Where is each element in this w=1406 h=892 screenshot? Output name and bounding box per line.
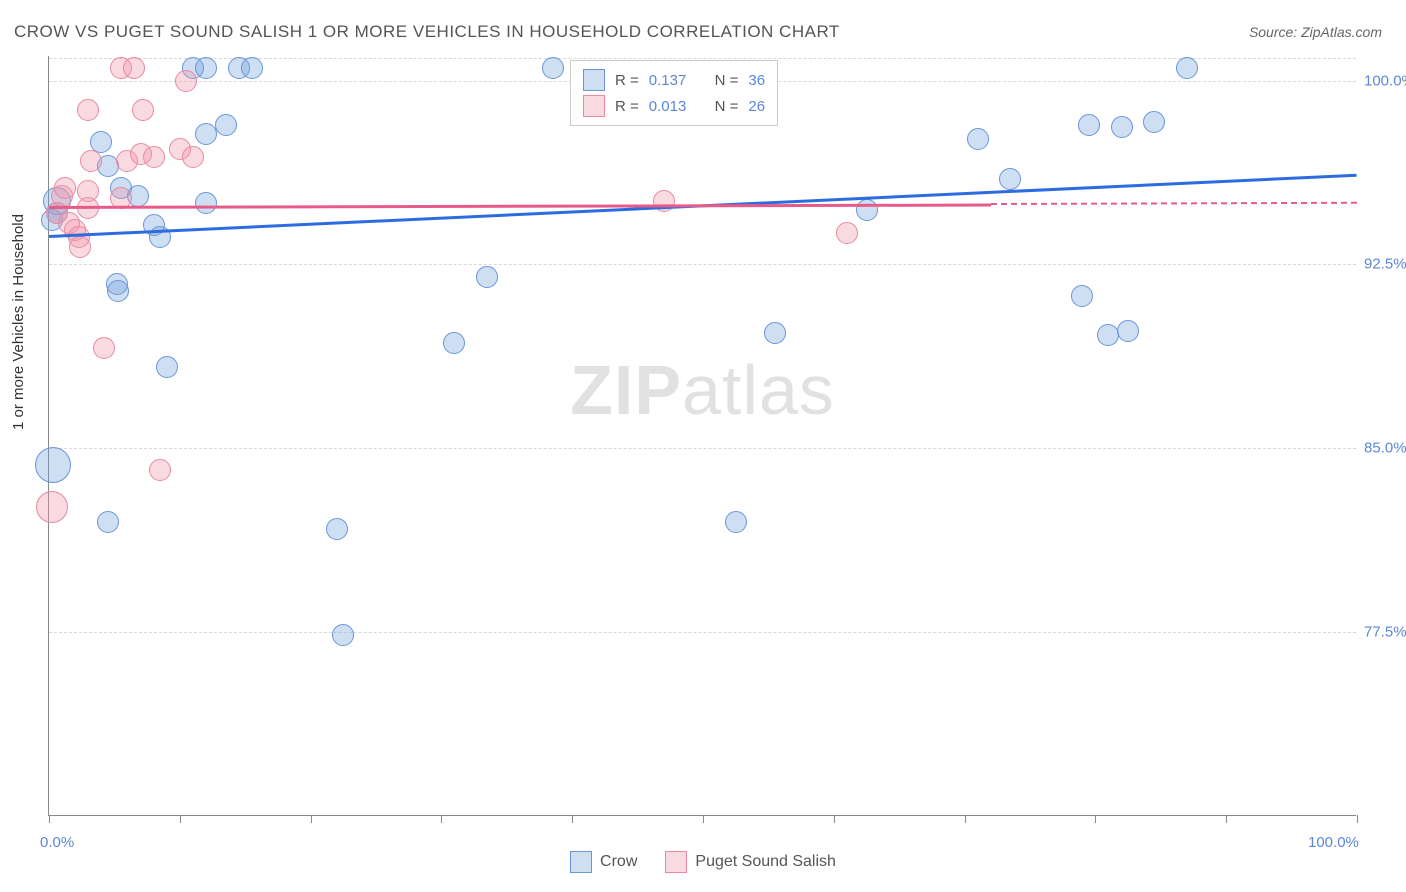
x-tick: [311, 815, 312, 823]
data-point: [443, 332, 465, 354]
data-point: [764, 322, 786, 344]
legend-swatch: [570, 851, 592, 873]
data-point: [1111, 116, 1133, 138]
series-legend: Crow Puget Sound Salish: [0, 851, 1406, 878]
gridline: [49, 632, 1356, 633]
x-tick: [441, 815, 442, 823]
data-point: [77, 99, 99, 121]
trend-line: [49, 203, 991, 208]
data-point: [195, 57, 217, 79]
data-point: [156, 356, 178, 378]
data-point: [123, 57, 145, 79]
gridline: [49, 448, 1356, 449]
x-tick: [1357, 815, 1358, 823]
y-tick-label: 100.0%: [1364, 72, 1406, 89]
data-point: [69, 236, 91, 258]
data-point: [332, 624, 354, 646]
data-point: [856, 199, 878, 221]
plot-area: ZIPatlas 100.0%92.5%85.0%77.5%: [48, 56, 1356, 816]
data-point: [326, 518, 348, 540]
trend-line: [991, 202, 1357, 205]
legend-label: Puget Sound Salish: [695, 853, 836, 871]
data-point: [999, 168, 1021, 190]
data-point: [967, 128, 989, 150]
y-tick-label: 92.5%: [1364, 256, 1406, 273]
legend-item: Puget Sound Salish: [665, 851, 836, 873]
correlation-legend: R =0.137 N =36R =0.013 N =26: [570, 60, 778, 126]
correlation-row: R =0.137 N =36: [583, 67, 765, 93]
data-point: [836, 222, 858, 244]
x-tick: [49, 815, 50, 823]
y-tick-label: 77.5%: [1364, 624, 1406, 641]
data-point: [54, 177, 76, 199]
legend-swatch: [665, 851, 687, 873]
data-point: [132, 99, 154, 121]
data-point: [542, 57, 564, 79]
x-tick: [965, 815, 966, 823]
x-tick-label: 100.0%: [1308, 834, 1359, 851]
source-attribution: Source: ZipAtlas.com: [1249, 24, 1382, 40]
chart-title: CROW VS PUGET SOUND SALISH 1 OR MORE VEH…: [14, 22, 840, 42]
data-point: [1117, 320, 1139, 342]
x-tick: [834, 815, 835, 823]
data-point: [1143, 111, 1165, 133]
data-point: [93, 337, 115, 359]
data-point: [1176, 57, 1198, 79]
data-point: [35, 447, 71, 483]
data-point: [1078, 114, 1100, 136]
gridline: [49, 264, 1356, 265]
data-point: [182, 146, 204, 168]
data-point: [476, 266, 498, 288]
x-tick: [1095, 815, 1096, 823]
x-tick: [703, 815, 704, 823]
correlation-row: R =0.013 N =26: [583, 93, 765, 119]
data-point: [80, 150, 102, 172]
data-point: [195, 123, 217, 145]
data-point: [90, 131, 112, 153]
watermark-light: atlas: [682, 351, 835, 429]
watermark: ZIPatlas: [570, 350, 835, 430]
legend-label: Crow: [600, 853, 637, 871]
data-point: [36, 491, 68, 523]
data-point: [215, 114, 237, 136]
data-point: [149, 459, 171, 481]
x-tick: [180, 815, 181, 823]
x-tick: [572, 815, 573, 823]
data-point: [195, 192, 217, 214]
y-tick-label: 85.0%: [1364, 440, 1406, 457]
data-point: [143, 146, 165, 168]
data-point: [175, 70, 197, 92]
y-axis-label: 1 or more Vehicles in Household: [10, 214, 27, 430]
data-point: [1097, 324, 1119, 346]
x-tick: [1226, 815, 1227, 823]
legend-swatch: [583, 69, 605, 91]
data-point: [725, 511, 747, 533]
data-point: [1071, 285, 1093, 307]
data-point: [97, 511, 119, 533]
data-point: [77, 180, 99, 202]
data-point: [107, 280, 129, 302]
watermark-bold: ZIP: [570, 351, 682, 429]
legend-swatch: [583, 95, 605, 117]
legend-item: Crow: [570, 851, 637, 873]
data-point: [241, 57, 263, 79]
x-tick-label: 0.0%: [40, 834, 74, 851]
